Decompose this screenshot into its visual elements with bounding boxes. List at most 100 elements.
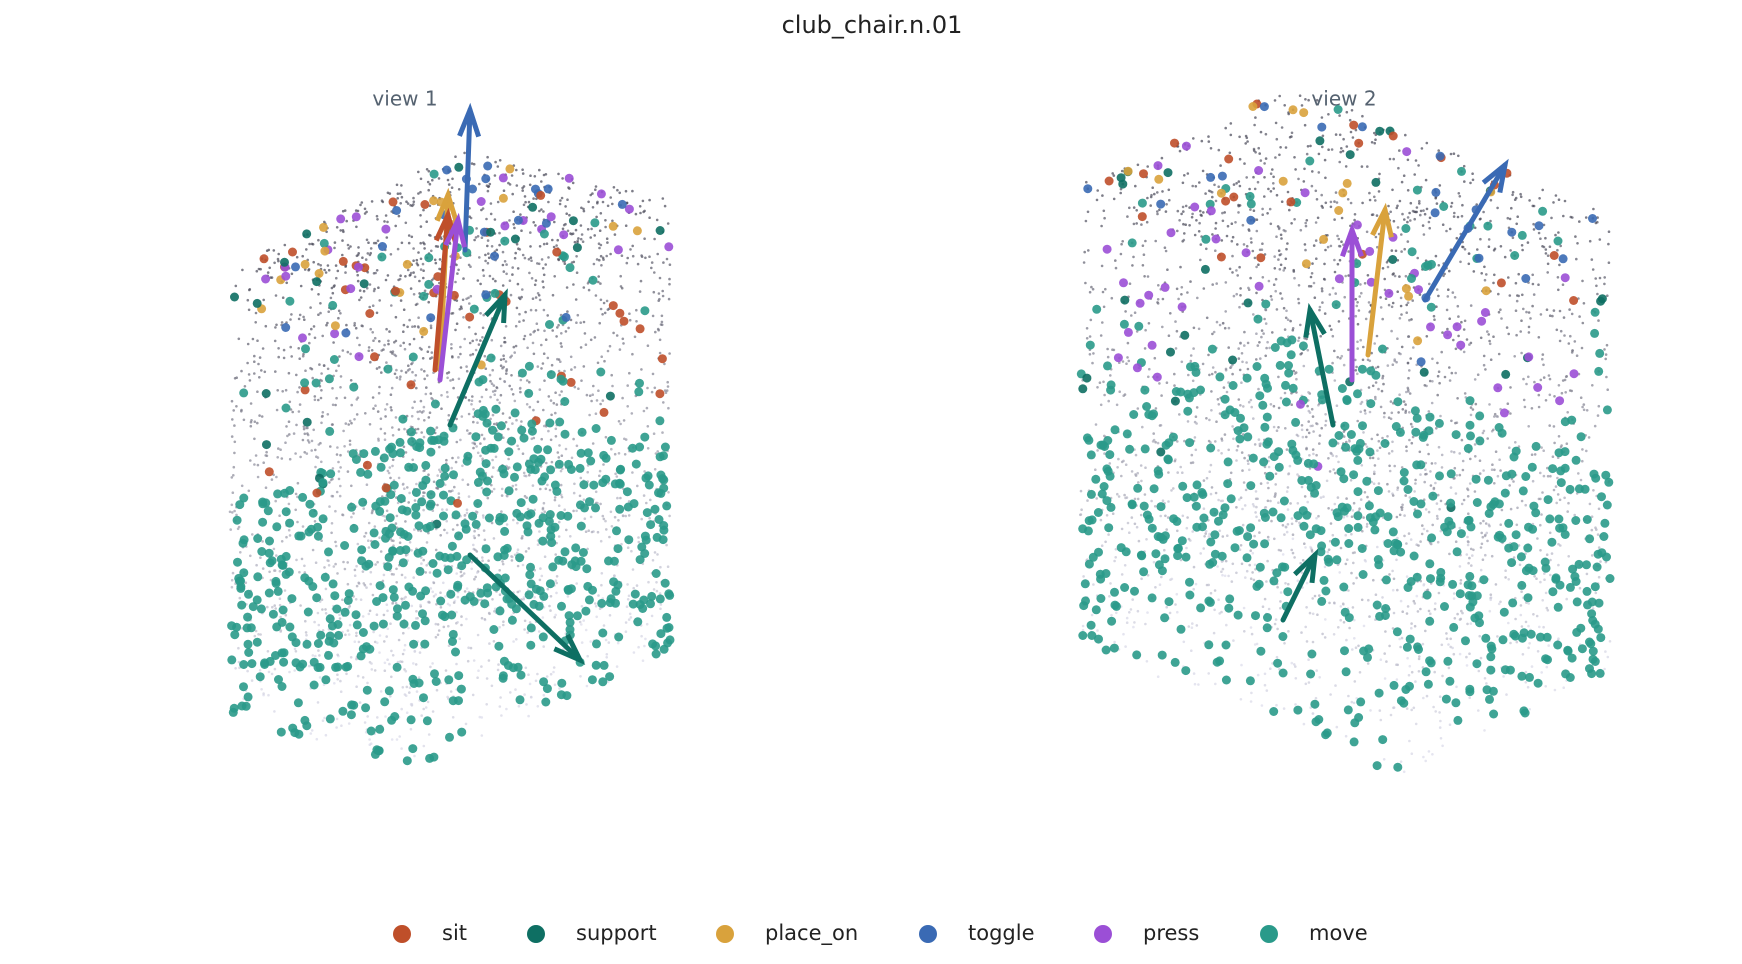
cloud-point [477, 669, 480, 672]
cloud-point [528, 380, 531, 384]
cloud-point [1379, 296, 1382, 299]
affordance-point [313, 663, 323, 672]
cloud-point [446, 695, 449, 699]
cloud-point [1516, 506, 1519, 510]
affordance-point [658, 474, 668, 484]
affordance-point [615, 308, 625, 318]
cloud-point [285, 425, 288, 428]
cloud-point [451, 528, 455, 531]
cloud-point [548, 488, 552, 492]
cloud-point [622, 342, 625, 345]
cloud-point [347, 247, 351, 250]
cloud-point [481, 326, 485, 330]
affordance-point [598, 677, 608, 687]
cloud-point [262, 692, 265, 695]
cloud-point [465, 617, 468, 621]
cloud-point [1208, 418, 1211, 422]
cloud-point [1214, 370, 1217, 374]
cloud-point [1507, 621, 1510, 625]
affordance-point [542, 684, 552, 694]
cloud-point [513, 351, 516, 354]
cloud-point [643, 470, 646, 473]
affordance-point [375, 581, 385, 591]
cloud-point [1134, 184, 1137, 188]
cloud-point [575, 444, 579, 448]
cloud-point [500, 487, 504, 491]
cloud-point [579, 675, 582, 678]
cloud-point [1557, 231, 1560, 234]
cloud-point [385, 361, 388, 364]
affordance-point [481, 544, 491, 554]
cloud-point [515, 168, 518, 172]
cloud-point [265, 454, 269, 458]
cloud-point [274, 499, 278, 503]
cloud-point [1607, 230, 1611, 233]
cloud-point [444, 669, 448, 672]
cloud-point [645, 622, 649, 626]
cloud-point [1164, 210, 1168, 213]
cloud-point [1124, 496, 1127, 500]
affordance-point [261, 389, 271, 398]
cloud-point [357, 640, 361, 644]
cloud-point [1399, 645, 1402, 649]
affordance-point [599, 407, 609, 417]
cloud-point [335, 369, 338, 373]
cloud-point [529, 308, 533, 312]
cloud-point [587, 288, 591, 292]
cloud-point [523, 628, 526, 631]
affordance-point [614, 632, 624, 642]
affordance-point [351, 610, 361, 620]
cloud-point [1312, 430, 1315, 433]
cloud-point [464, 722, 468, 726]
cloud-point [305, 426, 308, 430]
cloud-point [455, 417, 458, 421]
cloud-point [400, 597, 404, 601]
affordance-point [644, 480, 654, 490]
cloud-point [1339, 150, 1342, 154]
cloud-point [628, 312, 631, 316]
cloud-point [1405, 612, 1409, 615]
cloud-point [661, 294, 665, 298]
cloud-point [314, 654, 317, 658]
affordance-point [473, 477, 483, 487]
cloud-point [1482, 354, 1486, 358]
cloud-point [1368, 615, 1371, 618]
cloud-point [367, 539, 370, 542]
affordance-point [635, 600, 645, 609]
cloud-point [1578, 586, 1582, 590]
cloud-point [1396, 486, 1400, 490]
cloud-point [1253, 187, 1257, 191]
cloud-point [493, 393, 497, 397]
cloud-point [536, 672, 539, 676]
cloud-point [1570, 351, 1574, 354]
cloud-point [1176, 471, 1179, 474]
cloud-point [255, 421, 259, 425]
cloud-point [334, 403, 337, 407]
affordance-point [454, 162, 464, 172]
affordance-point [324, 650, 333, 660]
affordance-point [613, 544, 623, 554]
affordance-point [545, 510, 555, 519]
cloud-point [1559, 544, 1562, 547]
cloud-point [1235, 506, 1238, 509]
cloud-point [586, 282, 590, 285]
cloud-point [1290, 403, 1293, 407]
affordance-point [476, 197, 486, 206]
cloud-point [426, 374, 429, 377]
cloud-point [1136, 609, 1140, 613]
cloud-point [498, 569, 502, 572]
cloud-point [472, 415, 475, 419]
affordance-point [228, 707, 238, 717]
cloud-point [379, 550, 383, 553]
cloud-point [1312, 244, 1316, 247]
cloud-point [1278, 268, 1282, 271]
cloud-point [1548, 531, 1552, 535]
cloud-point [565, 212, 568, 215]
cloud-point [624, 621, 628, 624]
cloud-point [504, 420, 508, 424]
cloud-point [1371, 384, 1375, 388]
cloud-point [413, 528, 416, 531]
cloud-point [406, 202, 410, 205]
cloud-point [1240, 663, 1243, 667]
cloud-point [1214, 227, 1217, 230]
